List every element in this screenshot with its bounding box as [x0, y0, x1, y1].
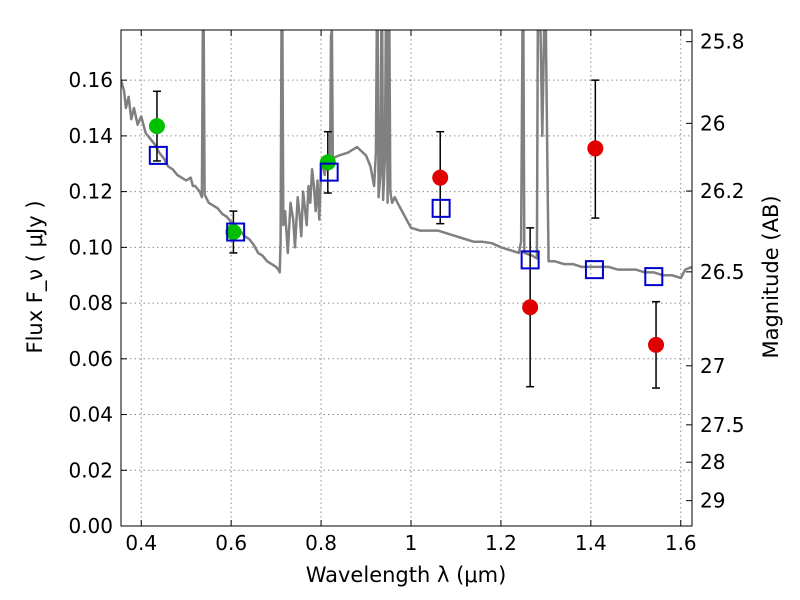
y2-axis-title: Magnitude (AB)	[759, 195, 783, 358]
model-square-point	[319, 162, 339, 182]
y-tick-label: 0.00	[68, 514, 113, 538]
y2-tick-label: 26.2	[700, 179, 745, 203]
y2-tick-label: 27	[700, 354, 725, 378]
axis-ticks: 0.4 0.6 0.8 1 1.2 1.4 1.6 0.00 0.02 0.04 0.06 0.08 0…	[68, 30, 744, 555]
model-square-point	[431, 198, 451, 218]
model-square-point	[644, 267, 664, 287]
red-data-point	[648, 336, 665, 353]
spectrum-line	[121, 30, 692, 280]
y2-tick-label: 26	[700, 111, 725, 135]
x-tick-label: 0.4	[125, 531, 157, 555]
green-data-point	[225, 224, 242, 241]
x-tick-label: 1.4	[575, 531, 607, 555]
y-tick-label: 0.12	[68, 180, 113, 204]
red-data-point	[522, 299, 539, 316]
y2-tick-label: 25.8	[700, 30, 745, 54]
y2-tick-label: 28	[700, 450, 725, 474]
y-tick-label: 0.04	[68, 403, 113, 427]
x-tick-label: 1.6	[665, 531, 697, 555]
x-tick-label: 0.8	[305, 531, 337, 555]
y2-tick-label: 26.5	[700, 260, 745, 284]
green-data-point	[148, 118, 165, 135]
model-square-point	[148, 145, 168, 165]
y-axis-title: Flux F_ν ( μJy )	[23, 200, 48, 353]
y-tick-label: 0.10	[68, 235, 113, 259]
y-tick-label: 0.02	[68, 458, 113, 482]
red-data-point	[432, 169, 449, 186]
y-tick-label: 0.06	[68, 347, 113, 371]
model-square-point	[520, 250, 540, 270]
y2-tick-label: 27.5	[700, 413, 745, 437]
plot-area	[121, 30, 692, 389]
y2-tick-label: 29	[700, 489, 725, 513]
red-data-point	[587, 140, 604, 157]
plot-frame	[120, 29, 693, 527]
model-square-point	[226, 222, 246, 242]
y-tick-label: 0.14	[68, 124, 113, 148]
x-tick-label: 1	[405, 531, 418, 555]
x-axis-title: Wavelength λ (μm)	[306, 563, 507, 587]
x-tick-label: 1.2	[485, 531, 517, 555]
y-tick-label: 0.16	[68, 68, 113, 92]
y-tick-label: 0.08	[68, 291, 113, 315]
green-data-point	[319, 154, 336, 171]
x-tick-label: 0.6	[215, 531, 247, 555]
model-square-point	[584, 260, 604, 280]
